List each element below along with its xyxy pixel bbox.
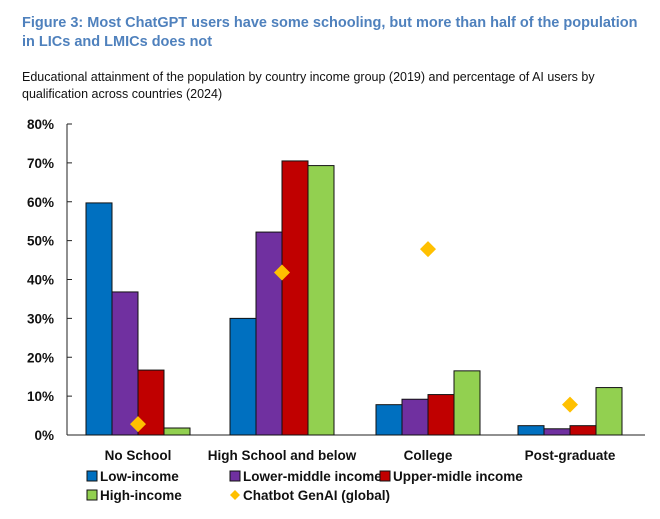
- x-tick-label: High School and below: [208, 448, 357, 463]
- y-tick-label: 50%: [27, 234, 54, 249]
- legend-label: High-income: [100, 488, 182, 503]
- y-tick-label: 40%: [27, 273, 54, 288]
- bar-lower-middle-income: [111, 291, 139, 436]
- marker-chatbot-genai: [420, 241, 436, 258]
- marker-chatbot-genai: [562, 396, 578, 413]
- bar-high-income: [163, 427, 191, 436]
- y-tick-label: 80%: [27, 117, 54, 132]
- y-tick-label: 70%: [27, 156, 54, 171]
- bar-high-income: [307, 165, 335, 436]
- legend-swatch: [229, 470, 241, 482]
- y-tick-label: 30%: [27, 311, 54, 326]
- bar-low-income: [517, 425, 545, 436]
- bar-lower-middle-income: [543, 428, 571, 436]
- chart-title: Figure 3: Most ChatGPT users have some s…: [22, 15, 638, 50]
- legend-swatch: [86, 489, 98, 501]
- x-tick-label: College: [404, 448, 453, 463]
- y-tick-label: 60%: [27, 195, 54, 210]
- bar-low-income: [229, 317, 257, 436]
- legend-label: Chatbot GenAI (global): [243, 488, 390, 503]
- bar-upper-midle-income: [569, 425, 597, 436]
- marker-chatbot-genai: [130, 416, 146, 433]
- bar-lower-middle-income: [255, 231, 283, 436]
- bar-upper-midle-income: [281, 160, 309, 436]
- x-tick-label: Post-graduate: [525, 448, 616, 463]
- bar-upper-midle-income: [137, 369, 165, 436]
- legend-label: Upper-midle income: [393, 469, 523, 484]
- bar-high-income: [453, 370, 481, 436]
- bar-low-income: [85, 202, 113, 436]
- marker-chatbot-genai: [274, 264, 290, 281]
- y-tick-label: 20%: [27, 350, 54, 365]
- y-tick-label: 0%: [34, 428, 54, 443]
- bar-lower-middle-income: [401, 398, 429, 436]
- chart-subtitle: Educational attainment of the population…: [22, 70, 595, 101]
- legend-label: Lower-middle income: [243, 469, 382, 484]
- legend-marker: [230, 490, 240, 500]
- y-tick-label: 10%: [27, 389, 54, 404]
- legend-swatch: [86, 470, 98, 482]
- legend-label: Low-income: [100, 469, 179, 484]
- bar-upper-midle-income: [427, 394, 455, 436]
- bar-low-income: [375, 404, 403, 436]
- bar-high-income: [595, 387, 623, 436]
- legend-swatch: [379, 470, 391, 482]
- x-tick-label: No School: [105, 448, 172, 463]
